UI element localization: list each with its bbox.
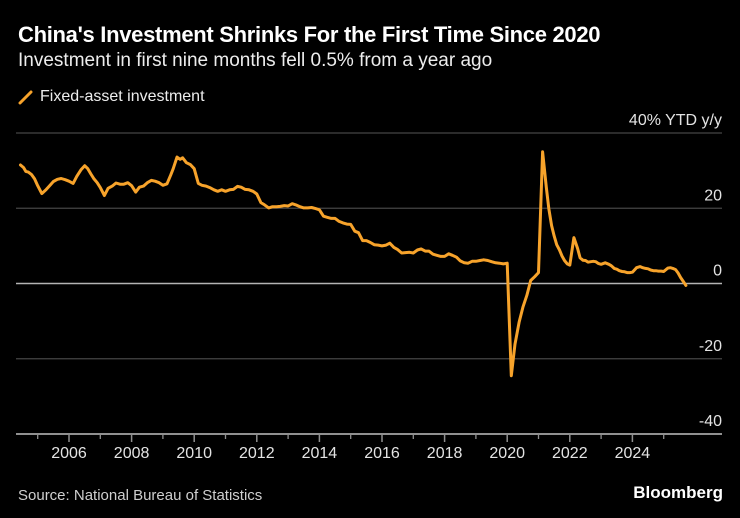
legend-series-label: Fixed-asset investment [40,88,205,105]
x-tick-label: 2018 [427,445,463,462]
legend: Fixed-asset investment [18,88,205,106]
y-tick-label: 20 [704,187,722,204]
x-tick-label: 2008 [114,445,150,462]
x-tick-label: 2014 [302,445,338,462]
y-axis-unit-label: 40% YTD y/y [629,112,722,129]
x-tick-label: 2010 [176,445,212,462]
chart-subtitle: Investment in first nine months fell 0.5… [18,50,493,71]
x-tick-label: 2012 [239,445,275,462]
y-tick-label: 0 [713,263,722,280]
x-tick-label: 2016 [364,445,400,462]
bloomberg-logo: Bloomberg [633,483,723,502]
source-text: Source: National Bureau of Statistics [18,487,263,504]
x-tick-label: 2022 [552,445,588,462]
x-tick-label: 2020 [489,445,525,462]
y-tick-label: -40 [699,413,722,430]
y-tick-label: -20 [699,338,722,355]
x-tick-label: 2006 [51,445,87,462]
chart-title: China's Investment Shrinks For the First… [18,22,601,47]
legend-slash-icon [18,90,33,104]
series-line-fixed-asset-investment [19,150,688,378]
x-tick-label: 2024 [615,445,651,462]
